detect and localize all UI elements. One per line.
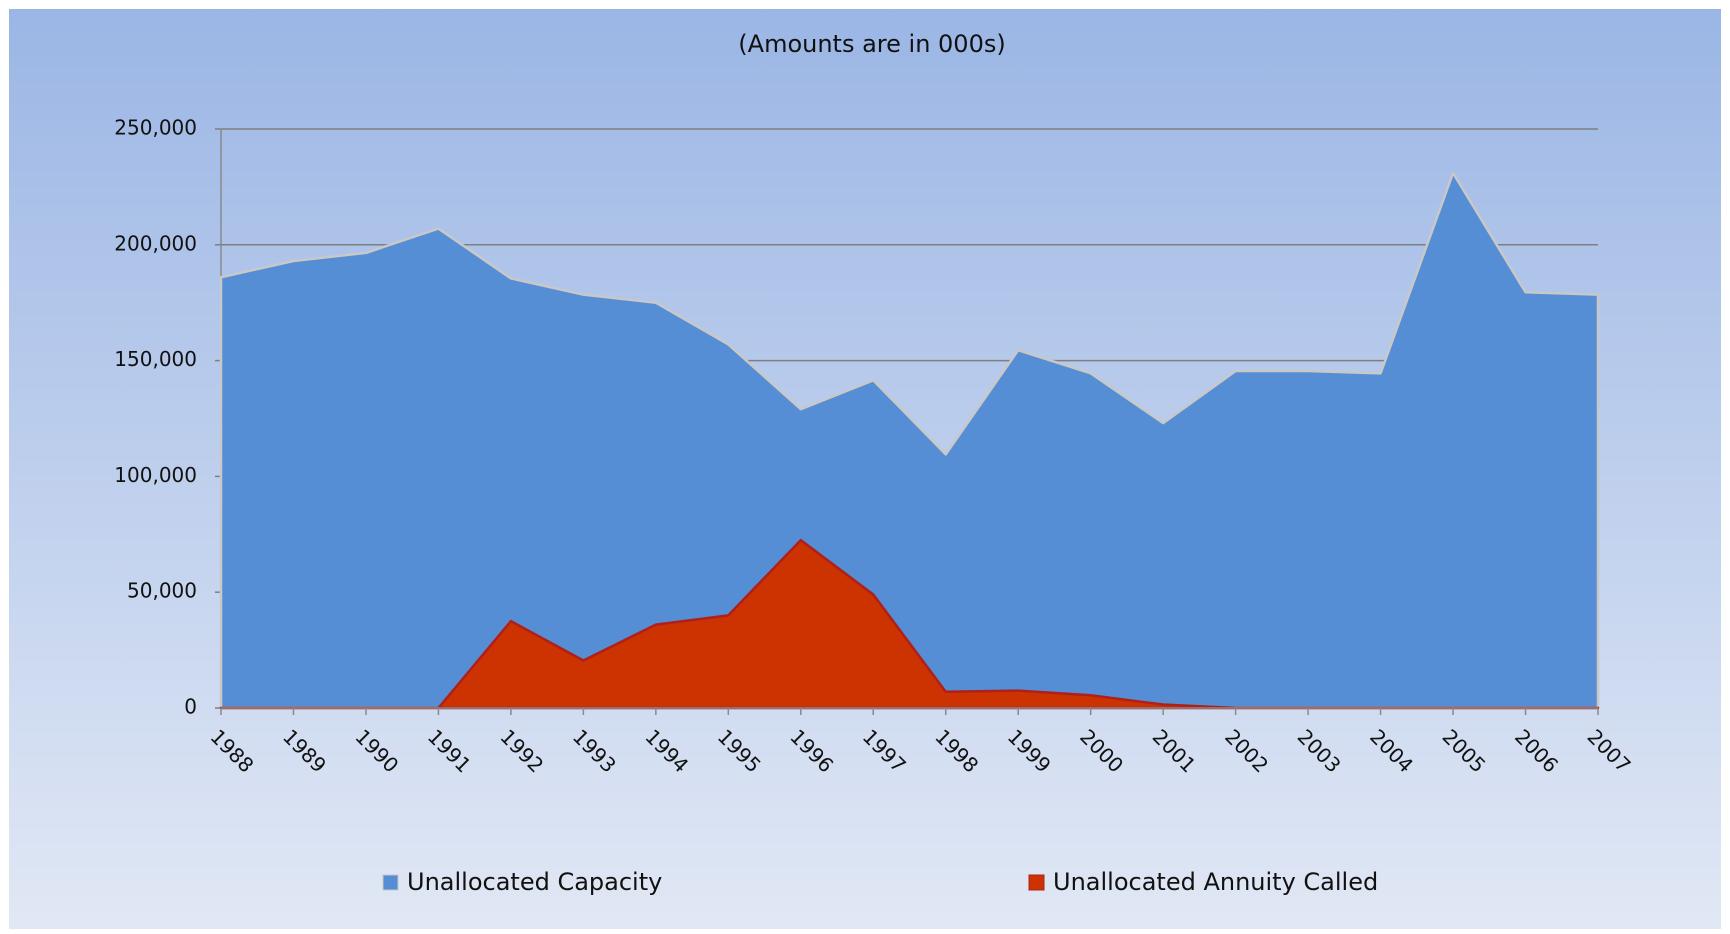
y-tick-label: 200,000 <box>114 231 197 255</box>
legend-label: Unallocated Capacity <box>407 868 662 896</box>
legend-label: Unallocated Annuity Called <box>1053 868 1378 896</box>
chart-title: (Amounts are in 000s) <box>738 30 1005 58</box>
area <box>219 171 1600 710</box>
y-tick-label: 250,000 <box>114 116 197 140</box>
y-tick-label: 50,000 <box>127 579 197 603</box>
y-tick-label: 100,000 <box>114 463 197 487</box>
y-tick-label: 0 <box>184 695 197 719</box>
legend-swatch <box>1028 874 1045 891</box>
legend-swatch <box>382 874 399 891</box>
y-tick-label: 150,000 <box>114 347 197 371</box>
